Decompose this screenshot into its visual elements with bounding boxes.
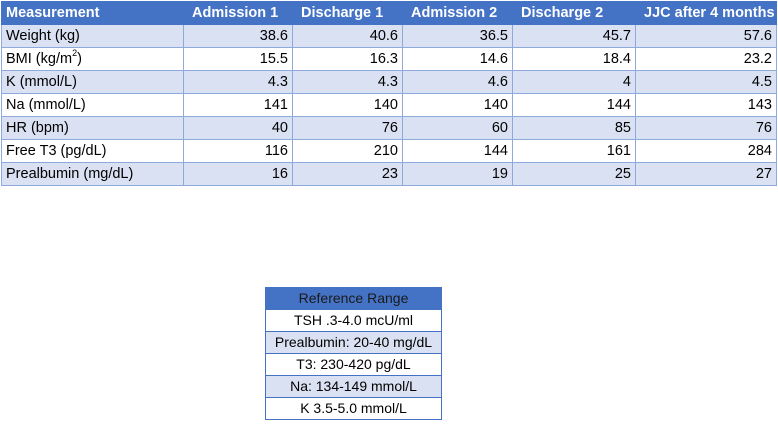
cell-admission-1: 4.3 — [183, 70, 293, 94]
cell-jjc-after-4-months: 76 — [635, 116, 777, 140]
cell-admission-2: 144 — [402, 139, 513, 163]
cell-admission-1: 15.5 — [183, 47, 293, 71]
cell-discharge-1: 4.3 — [292, 70, 403, 94]
reference-cell: T3: 230-420 pg/dL — [265, 353, 442, 376]
cell-discharge-1: 16.3 — [292, 47, 403, 71]
reference-row-t3: T3: 230-420 pg/dL — [265, 353, 442, 376]
reference-range-title: Reference Range — [265, 287, 442, 310]
row-label-text: K (mmol/L) — [6, 73, 77, 90]
cell-jjc-after-4-months: 27 — [635, 162, 777, 186]
row-label-text: Free T3 (pg/dL) — [6, 142, 107, 159]
cell-admission-1: 16 — [183, 162, 293, 186]
cell-admission-1: 141 — [183, 93, 293, 117]
table-row-sodium: Na (mmol/L) 141 140 140 144 143 — [1, 93, 777, 117]
cell-admission-1: 40 — [183, 116, 293, 140]
reference-cell: K 3.5-5.0 mmol/L — [265, 397, 442, 420]
row-label: Free T3 (pg/dL) — [1, 139, 184, 163]
row-label-suffix: ) — [77, 50, 82, 67]
cell-discharge-1: 23 — [292, 162, 403, 186]
cell-jjc-after-4-months: 57.6 — [635, 24, 777, 48]
table-row-prealbumin: Prealbumin (mg/dL) 16 23 19 25 27 — [1, 162, 777, 186]
cell-jjc-after-4-months: 4.5 — [635, 70, 777, 94]
cell-discharge-2: 144 — [512, 93, 636, 117]
cell-admission-2: 60 — [402, 116, 513, 140]
reference-range-table: Reference Range TSH .3-4.0 mcU/ml Prealb… — [265, 287, 442, 420]
header-discharge-2: Discharge 2 — [512, 1, 636, 25]
reference-cell: TSH .3-4.0 mcU/ml — [265, 309, 442, 332]
cell-admission-2: 14.6 — [402, 47, 513, 71]
header-measurement: Measurement — [1, 1, 184, 25]
cell-admission-2: 36.5 — [402, 24, 513, 48]
table-row-bmi: BMI (kg/m2) 15.5 16.3 14.6 18.4 23.2 — [1, 47, 777, 71]
header-jjc-after-4-months: JJC after 4 months — [635, 1, 777, 25]
row-label-text: HR (bpm) — [6, 119, 69, 136]
reference-row-sodium: Na: 134-149 mmol/L — [265, 375, 442, 398]
cell-admission-1: 116 — [183, 139, 293, 163]
cell-discharge-2: 18.4 — [512, 47, 636, 71]
cell-discharge-1: 210 — [292, 139, 403, 163]
row-label: K (mmol/L) — [1, 70, 184, 94]
row-label: Prealbumin (mg/dL) — [1, 162, 184, 186]
cell-admission-2: 19 — [402, 162, 513, 186]
row-label-superscript: 2 — [72, 47, 78, 58]
row-label: BMI (kg/m2) — [1, 47, 184, 71]
header-admission-1: Admission 1 — [183, 1, 293, 25]
cell-discharge-1: 76 — [292, 116, 403, 140]
cell-discharge-1: 140 — [292, 93, 403, 117]
row-label-text: BMI (kg/m — [6, 50, 73, 67]
reference-row-prealbumin: Prealbumin: 20-40 mg/dL — [265, 331, 442, 354]
cell-discharge-2: 4 — [512, 70, 636, 94]
cell-admission-1: 38.6 — [183, 24, 293, 48]
cell-discharge-2: 85 — [512, 116, 636, 140]
table-row-potassium: K (mmol/L) 4.3 4.3 4.6 4 4.5 — [1, 70, 777, 94]
cell-jjc-after-4-months: 284 — [635, 139, 777, 163]
header-admission-2: Admission 2 — [402, 1, 513, 25]
cell-admission-2: 4.6 — [402, 70, 513, 94]
cell-discharge-1: 40.6 — [292, 24, 403, 48]
cell-jjc-after-4-months: 143 — [635, 93, 777, 117]
cell-discharge-2: 45.7 — [512, 24, 636, 48]
row-label-text: Na (mmol/L) — [6, 96, 86, 113]
row-label-text: Weight (kg) — [6, 27, 80, 44]
cell-admission-2: 140 — [402, 93, 513, 117]
row-label: HR (bpm) — [1, 116, 184, 140]
reference-row-tsh: TSH .3-4.0 mcU/ml — [265, 309, 442, 332]
table-row-heart-rate: HR (bpm) 40 76 60 85 76 — [1, 116, 777, 140]
reference-cell: Na: 134-149 mmol/L — [265, 375, 442, 398]
measurements-table: Measurement Admission 1 Discharge 1 Admi… — [1, 1, 777, 186]
table-row-free-t3: Free T3 (pg/dL) 116 210 144 161 284 — [1, 139, 777, 163]
table-row-weight: Weight (kg) 38.6 40.6 36.5 45.7 57.6 — [1, 24, 777, 48]
row-label-text: Prealbumin (mg/dL) — [6, 165, 134, 182]
measurements-header-row: Measurement Admission 1 Discharge 1 Admi… — [1, 1, 777, 25]
row-label: Na (mmol/L) — [1, 93, 184, 117]
reference-header-row: Reference Range — [265, 287, 442, 310]
reference-cell: Prealbumin: 20-40 mg/dL — [265, 331, 442, 354]
header-discharge-1: Discharge 1 — [292, 1, 403, 25]
cell-discharge-2: 25 — [512, 162, 636, 186]
cell-discharge-2: 161 — [512, 139, 636, 163]
row-label: Weight (kg) — [1, 24, 184, 48]
reference-row-potassium: K 3.5-5.0 mmol/L — [265, 397, 442, 420]
cell-jjc-after-4-months: 23.2 — [635, 47, 777, 71]
